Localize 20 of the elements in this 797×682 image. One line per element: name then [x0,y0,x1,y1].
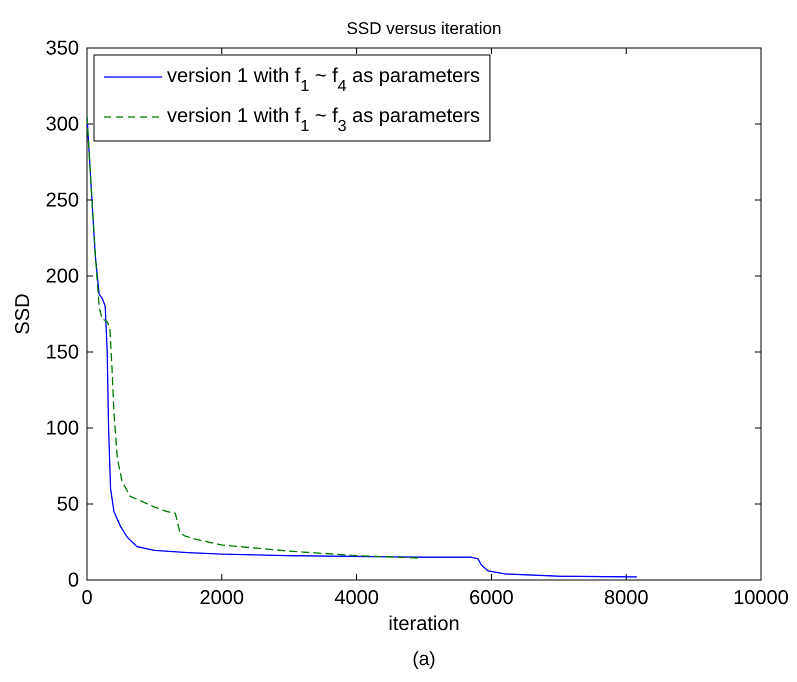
y-tick-label: 150 [46,341,79,364]
x-tick-label: 0 [81,587,93,610]
y-tick-label: 350 [46,37,79,60]
x-tick-label: 2000 [200,587,244,610]
x-tick-label: 6000 [469,587,514,610]
x-tick-label: 8000 [604,587,648,610]
y-tick-label: 300 [46,113,79,136]
y-axis-title: SSD [12,293,34,335]
legend-label: version 1 with f$_{1}$ ~ f$_{3}$ as parameters [167,105,480,134]
x-tick-label: 10000 [733,587,789,610]
x-axis-title: iteration [388,613,460,635]
legend-label: version 1 with f$_{1}$ ~ f$_{4}$ as parameters [167,65,480,94]
y-tick-label: 0 [68,569,79,592]
chart-title: SSD versus iteration [346,19,502,38]
y-tick-label: 50 [56,493,79,516]
y-tick-label: 100 [46,417,79,440]
y-tick-label: 250 [46,189,79,212]
y-tick-label: 200 [46,265,79,288]
x-tick-label: 4000 [334,587,379,610]
text: (a) [412,649,436,670]
